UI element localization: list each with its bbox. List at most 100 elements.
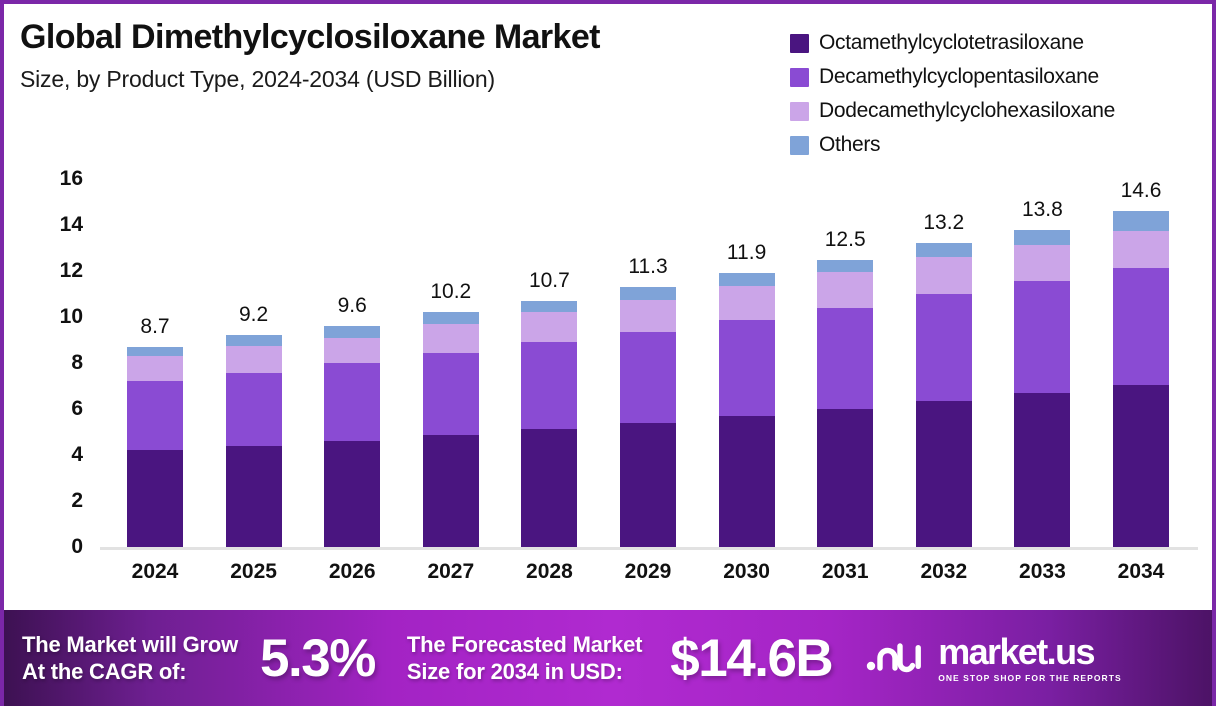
y-axis-tick-label: 0 — [71, 535, 83, 558]
bar-segment — [620, 422, 676, 547]
legend-swatch-icon — [790, 67, 809, 87]
legend-item-decamethylcyclopentasiloxane[interactable]: Decamethylcyclopentasiloxane — [790, 60, 1210, 94]
bar-value-label: 14.6 — [1120, 179, 1162, 203]
legend-swatch-icon — [790, 101, 809, 121]
header-block: Global Dimethylcyclosiloxane Market Size… — [20, 18, 780, 93]
bar-segment — [521, 312, 578, 343]
bar-stack-2025[interactable]: 9.2 — [225, 303, 282, 547]
y-axis-tick-label: 12 — [59, 259, 83, 282]
bar-segment — [1113, 267, 1169, 385]
logo-tagline: ONE STOP SHOP FOR THE REPORTS — [938, 672, 1122, 683]
legend-item-label: Decamethylcyclopentasiloxane — [819, 65, 1099, 88]
bar-segment — [422, 435, 479, 547]
bar-segment — [127, 450, 183, 547]
y-axis-tick-label: 4 — [71, 443, 83, 466]
y-axis-tick-label: 16 — [59, 167, 83, 190]
bar-value-label: 9.6 — [337, 294, 367, 318]
legend-item-label: Dodecamethylcyclohexasiloxane — [819, 99, 1115, 122]
chart-plot-area: 0 2 4 6 8 10 12 14 16 8.7 2024 9.2 2025 9.6 2026 10.2 2… — [4, 4, 1212, 604]
logo-wordmark: market.us — [938, 630, 1095, 672]
bar-stack-2026[interactable]: 9.6 — [324, 294, 381, 547]
bar-segment — [915, 243, 972, 258]
bar-stack-2029[interactable]: 11.3 — [620, 255, 676, 547]
bar-stack-2031[interactable]: 12.5 — [817, 228, 874, 547]
bar-value-label: 10.2 — [430, 280, 472, 304]
bar-segment — [718, 320, 775, 416]
bar-stack-2032[interactable]: 13.2 — [915, 211, 972, 547]
bar-segment — [1014, 392, 1071, 547]
legend-item-others[interactable]: Others — [790, 128, 1210, 162]
bar-segment — [521, 342, 578, 429]
bar-segment — [1014, 281, 1071, 393]
bar-segment — [324, 326, 381, 338]
bar-segment — [324, 337, 381, 364]
y-axis-tick-label: 10 — [59, 305, 83, 328]
market-us-logo-mark-icon — [866, 636, 928, 681]
bar-segment — [324, 363, 381, 442]
legend-swatch-icon — [790, 33, 809, 53]
bar-value-label: 12.5 — [824, 227, 866, 251]
page-subtitle: Size, by Product Type, 2024-2034 (USD Bi… — [20, 65, 495, 92]
bar-value-label: 10.7 — [528, 268, 570, 292]
legend-item-label: Others — [819, 133, 881, 156]
bar-segment — [1014, 244, 1071, 282]
bar-stack-2030[interactable]: 11.9 — [718, 241, 775, 547]
y-axis: 0 2 4 6 8 10 12 14 16 — [37, 4, 83, 604]
forecast-label-line2: Size for 2034 in USD: — [406, 659, 623, 684]
bar-stack-2028[interactable]: 10.7 — [521, 269, 578, 547]
bar-segment — [915, 400, 972, 547]
page-title: Global Dimethylcyclosiloxane Market — [20, 18, 600, 56]
bar-value-label: 11.3 — [628, 255, 668, 279]
x-axis-tick-label-2025: 2025 — [230, 560, 277, 583]
forecast-label-line1: The Forecasted Market — [406, 631, 643, 657]
x-axis-tick-label-2028: 2028 — [526, 560, 573, 583]
bar-segment — [915, 257, 972, 295]
bar-segment — [127, 346, 183, 357]
bar-segment — [817, 272, 874, 308]
cagr-label: The Market will Grow At the CAGR of: — [22, 631, 238, 686]
bar-segment — [915, 294, 972, 401]
y-axis-tick-label: 8 — [71, 351, 83, 374]
bar-segment — [718, 415, 775, 547]
forecast-label: The Forecasted Market Size for 2034 in U… — [406, 631, 643, 686]
bar-value-label: 13.8 — [1021, 197, 1063, 221]
bar-value-label: 11.9 — [726, 241, 767, 265]
bar-segment — [422, 352, 479, 436]
bar-segment — [620, 287, 676, 300]
bar-stack-2033[interactable]: 13.8 — [1014, 198, 1071, 547]
bar-segment — [225, 445, 282, 547]
bar-stack-2024[interactable]: 8.7 — [127, 315, 183, 547]
legend-item-dodecamethylcyclohexasiloxane[interactable]: Dodecamethylcyclohexasiloxane — [790, 94, 1210, 128]
x-axis-tick-label-2032: 2032 — [920, 560, 968, 583]
bar-stack-2034[interactable]: 14.6 — [1113, 179, 1169, 547]
bar-segment — [324, 441, 381, 547]
cagr-label-line1: The Market will Grow — [22, 631, 239, 657]
legend-swatch-icon — [790, 135, 809, 155]
bar-value-label: 9.2 — [238, 303, 269, 327]
x-axis-tick-label-2024: 2024 — [131, 560, 179, 583]
summary-banner: The Market will Grow At the CAGR of: 5.3… — [4, 610, 1212, 706]
bar-segment — [422, 312, 479, 324]
x-axis-tick-label-2027: 2027 — [427, 560, 475, 583]
chart-legend: Octamethylcyclotetrasiloxane Decamethylc… — [790, 26, 1210, 162]
forecast-value: $14.6B — [670, 628, 833, 688]
y-axis-tick-label: 6 — [71, 397, 83, 420]
bar-value-label: 13.2 — [923, 211, 965, 235]
bar-stack-2027[interactable]: 10.2 — [422, 280, 479, 547]
x-axis-tick-label-2029: 2029 — [624, 560, 672, 583]
bar-segment — [225, 373, 282, 446]
bar-series-container: 8.7 2024 9.2 2025 9.6 2026 10.2 2027 10.7 2028 11.… — [4, 4, 1212, 604]
x-axis-line — [100, 547, 1198, 550]
bar-segment — [620, 299, 676, 332]
bar-segment — [127, 356, 183, 382]
legend-item-octamethylcyclotetrasiloxane[interactable]: Octamethylcyclotetrasiloxane — [790, 26, 1210, 60]
x-axis-tick-label-2031: 2031 — [821, 560, 869, 583]
bar-segment — [521, 300, 578, 313]
bar-segment — [718, 273, 775, 286]
bar-segment — [521, 428, 578, 547]
x-axis-tick-label-2030: 2030 — [723, 560, 770, 583]
market-us-logo[interactable]: market.us ONE STOP SHOP FOR THE REPORTS — [866, 630, 1122, 683]
legend-item-label: Octamethylcyclotetrasiloxane — [819, 31, 1084, 54]
bar-segment — [817, 259, 874, 273]
